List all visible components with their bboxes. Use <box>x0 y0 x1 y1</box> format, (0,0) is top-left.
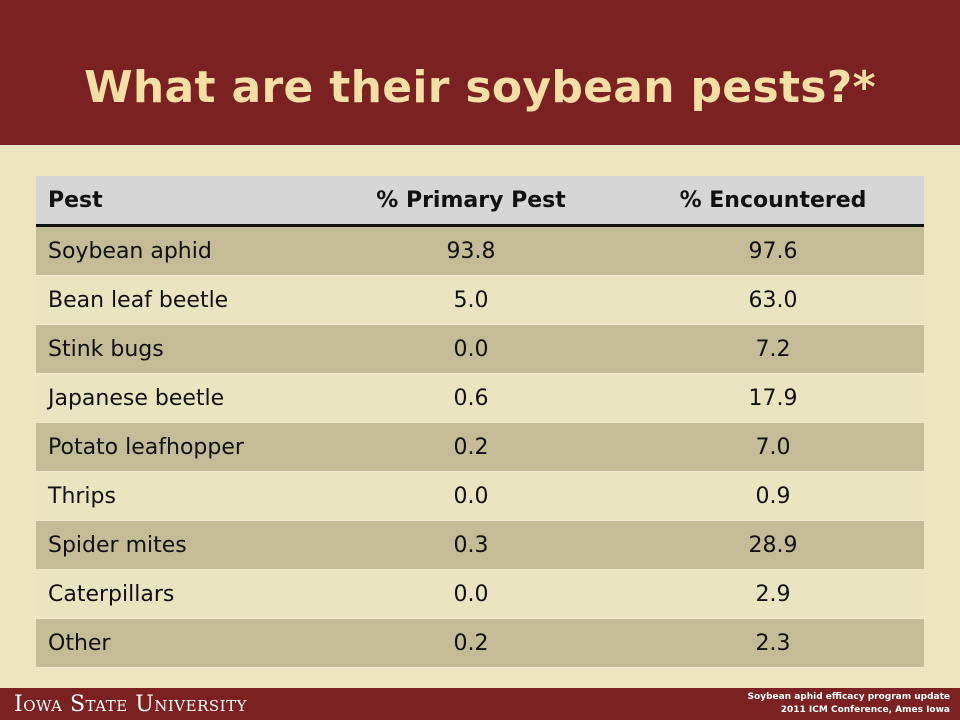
table-row: Other 0.2 2.3 <box>36 618 924 668</box>
table-row: Spider mites 0.3 28.9 <box>36 520 924 570</box>
encountered-cell: 2.9 <box>622 569 924 619</box>
primary-pest-cell: 0.2 <box>320 618 622 668</box>
encountered-cell: 0.9 <box>622 471 924 521</box>
table-header-row: Pest % Primary Pest % Encountered <box>36 176 924 227</box>
pest-name-cell: Japanese beetle <box>36 373 320 423</box>
table-row: Japanese beetle 0.6 17.9 <box>36 373 924 423</box>
column-header-encountered: % Encountered <box>622 176 924 227</box>
table-row: Caterpillars 0.0 2.9 <box>36 569 924 619</box>
footer-line-conference: 2011 ICM Conference, Ames Iowa <box>780 705 950 715</box>
pest-name-cell: Stink bugs <box>36 324 320 374</box>
pest-table: Pest % Primary Pest % Encountered Soybea… <box>36 176 924 668</box>
pest-name-cell: Spider mites <box>36 520 320 570</box>
encountered-cell: 2.3 <box>622 618 924 668</box>
primary-pest-cell: 0.3 <box>320 520 622 570</box>
table-row: Stink bugs 0.0 7.2 <box>36 324 924 374</box>
primary-pest-cell: 0.2 <box>320 422 622 472</box>
footer-bar: Iowa State University Soybean aphid effi… <box>0 688 960 720</box>
encountered-cell: 63.0 <box>622 275 924 325</box>
pest-name-cell: Thrips <box>36 471 320 521</box>
column-header-pest: Pest <box>36 176 320 227</box>
primary-pest-cell: 5.0 <box>320 275 622 325</box>
footer-line-presentation: Soybean aphid efficacy program update <box>747 692 950 702</box>
university-logo: Iowa State University <box>14 692 247 717</box>
pest-name-cell: Soybean aphid <box>36 225 320 276</box>
table-row: Thrips 0.0 0.9 <box>36 471 924 521</box>
encountered-cell: 97.6 <box>622 225 924 276</box>
primary-pest-cell: 0.0 <box>320 324 622 374</box>
table-row: Bean leaf beetle 5.0 63.0 <box>36 275 924 325</box>
pest-name-cell: Other <box>36 618 320 668</box>
pest-name-cell: Potato leafhopper <box>36 422 320 472</box>
table-row: Soybean aphid 93.8 97.6 <box>36 225 924 276</box>
primary-pest-cell: 93.8 <box>320 225 622 276</box>
footer-note: Soybean aphid efficacy program update 20… <box>748 691 950 717</box>
encountered-cell: 7.2 <box>622 324 924 374</box>
pest-name-cell: Caterpillars <box>36 569 320 619</box>
primary-pest-cell: 0.0 <box>320 569 622 619</box>
table-row: Potato leafhopper 0.2 7.0 <box>36 422 924 472</box>
primary-pest-cell: 0.6 <box>320 373 622 423</box>
encountered-cell: 28.9 <box>622 520 924 570</box>
primary-pest-cell: 0.0 <box>320 471 622 521</box>
column-header-primary-pest: % Primary Pest <box>320 176 622 227</box>
pest-name-cell: Bean leaf beetle <box>36 275 320 325</box>
title-banner: What are their soybean pests?* <box>0 0 960 145</box>
encountered-cell: 7.0 <box>622 422 924 472</box>
slide-title: What are their soybean pests?* <box>84 62 876 113</box>
encountered-cell: 17.9 <box>622 373 924 423</box>
